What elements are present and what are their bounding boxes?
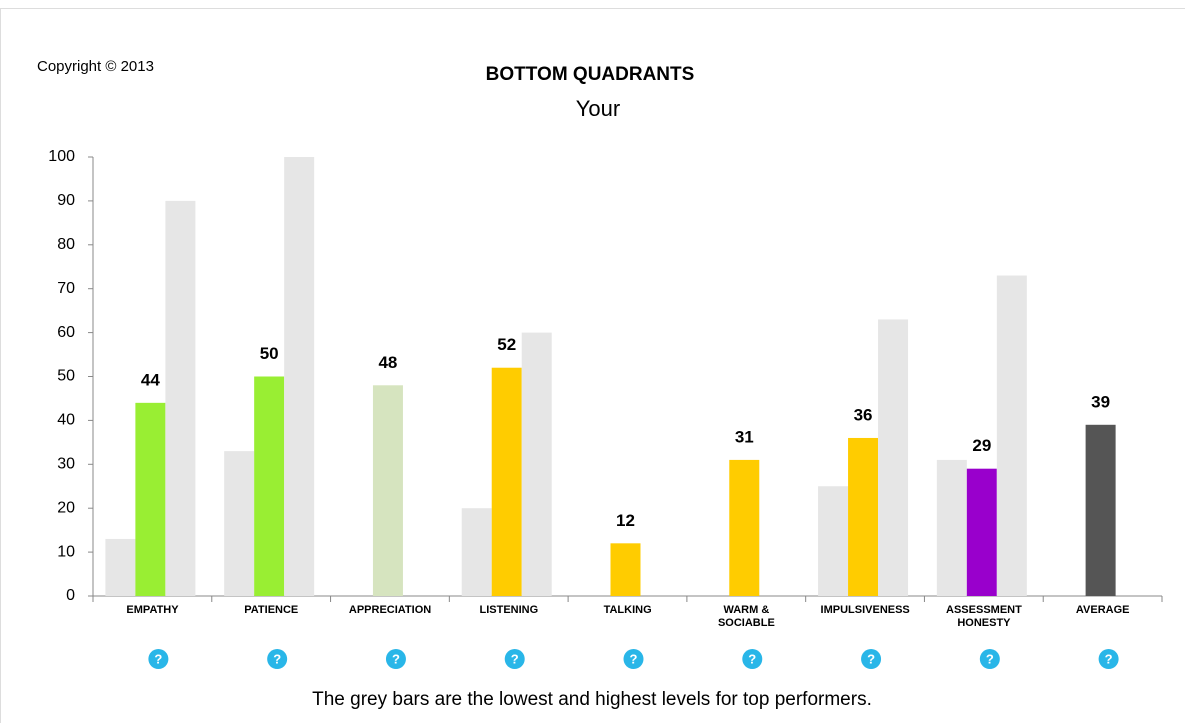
help-button[interactable]: ?	[861, 649, 882, 669]
help-icon-circle	[1098, 649, 1119, 669]
x-tick-label: EMPATHY	[126, 604, 179, 616]
bar	[105, 538, 136, 596]
value-label: 36	[854, 405, 873, 424]
bar	[818, 486, 849, 596]
x-tick-label: APPRECIATION	[348, 604, 432, 616]
help-icon-circle	[742, 649, 763, 669]
help-icon-label: ?	[630, 651, 638, 666]
x-tick-cell: EMPATHY	[93, 604, 212, 617]
y-tick-label: 100	[48, 148, 75, 165]
value-label: 52	[497, 335, 516, 354]
x-tick-cell: APPRECIATION	[331, 604, 450, 617]
bar	[729, 459, 760, 596]
value-label: 12	[616, 511, 635, 530]
bar	[878, 319, 909, 596]
y-tick-label: 40	[57, 412, 75, 429]
y-tick-label: 0	[66, 587, 75, 604]
bar	[966, 468, 997, 596]
help-icon-circle	[979, 649, 1000, 669]
help-button[interactable]: ?	[504, 649, 525, 669]
help-icon-label: ?	[1105, 651, 1113, 666]
help-icon-circle	[267, 649, 288, 669]
bar	[461, 508, 492, 596]
y-tick-label: 20	[57, 499, 75, 516]
y-tick-label: 70	[57, 280, 75, 297]
x-tick-label: LISTENING	[479, 604, 539, 616]
value-label: 31	[735, 427, 754, 446]
help-icon-label: ?	[748, 651, 756, 666]
x-tick-cell: ASSESSMENT HONESTY	[924, 604, 1043, 630]
value-label: 39	[1091, 392, 1110, 411]
help-icon-label: ?	[867, 651, 875, 666]
x-tick-label: ASSESSMENT HONESTY	[946, 604, 1022, 629]
help-icon-label: ?	[392, 651, 400, 666]
bar	[254, 376, 285, 596]
bar	[610, 543, 641, 596]
help-icon-circle	[148, 649, 169, 669]
y-tick-label: 90	[57, 192, 75, 209]
help-button[interactable]: ?	[148, 649, 169, 669]
x-tick-cell: IMPULSIVENESS	[806, 604, 925, 617]
frame	[0, 8, 1185, 723]
help-icon-circle	[623, 649, 644, 669]
help-icon-circle	[385, 649, 406, 669]
x-tick-label: TALKING	[603, 604, 652, 616]
x-tick-cell: AVERAGE	[1043, 604, 1162, 617]
chart-subtitle: Your	[576, 96, 620, 121]
x-tick-label: PATIENCE	[244, 604, 299, 616]
bar	[521, 332, 552, 596]
bar	[936, 459, 967, 596]
help-icon-label: ?	[154, 651, 162, 666]
footer: The grey bars are the lowest and highest…	[312, 689, 872, 710]
value-label: 50	[260, 344, 279, 363]
x-tick-label: AVERAGE	[1075, 604, 1130, 616]
help-button[interactable]: ?	[623, 649, 644, 669]
bar	[224, 451, 255, 596]
help-icon-label: ?	[986, 651, 994, 666]
x-tick-label: IMPULSIVENESS	[820, 604, 910, 616]
bar	[848, 437, 879, 596]
bar	[165, 200, 196, 596]
y-tick-label: 10	[57, 543, 75, 560]
y-tick-label: 50	[57, 368, 75, 385]
x-tick-cell: PATIENCE	[212, 604, 331, 617]
help-icon-circle	[861, 649, 882, 669]
help-button[interactable]: ?	[742, 649, 763, 669]
value-label: 44	[141, 370, 160, 389]
value-label: 48	[378, 353, 397, 372]
help-button[interactable]: ?	[267, 649, 288, 669]
x-tick-cell: TALKING	[568, 604, 687, 617]
copyright: Copyright © 2013	[37, 58, 154, 75]
y-tick-label: 60	[57, 324, 75, 341]
x-tick-label: WARM & SOCIABLE	[717, 604, 775, 629]
y-tick-label: 80	[57, 236, 75, 253]
y-tick-label: 30	[57, 456, 75, 473]
bar	[372, 385, 403, 596]
value-label: 29	[972, 436, 991, 455]
help-button[interactable]: ?	[979, 649, 1000, 669]
help-icon-circle	[504, 649, 525, 669]
bar	[1085, 424, 1116, 596]
bar	[284, 157, 315, 596]
x-tick-cell: WARM & SOCIABLE	[687, 604, 806, 630]
help-button[interactable]: ?	[385, 649, 406, 669]
bar	[996, 275, 1027, 596]
bar	[491, 367, 522, 596]
help-icon-label: ?	[511, 651, 519, 666]
help-icon-label: ?	[273, 651, 281, 666]
bar	[135, 402, 166, 596]
help-button[interactable]: ?	[1098, 649, 1119, 669]
x-tick-cell: LISTENING	[449, 604, 568, 617]
chart-title: BOTTOM QUADRANTS	[486, 64, 695, 85]
